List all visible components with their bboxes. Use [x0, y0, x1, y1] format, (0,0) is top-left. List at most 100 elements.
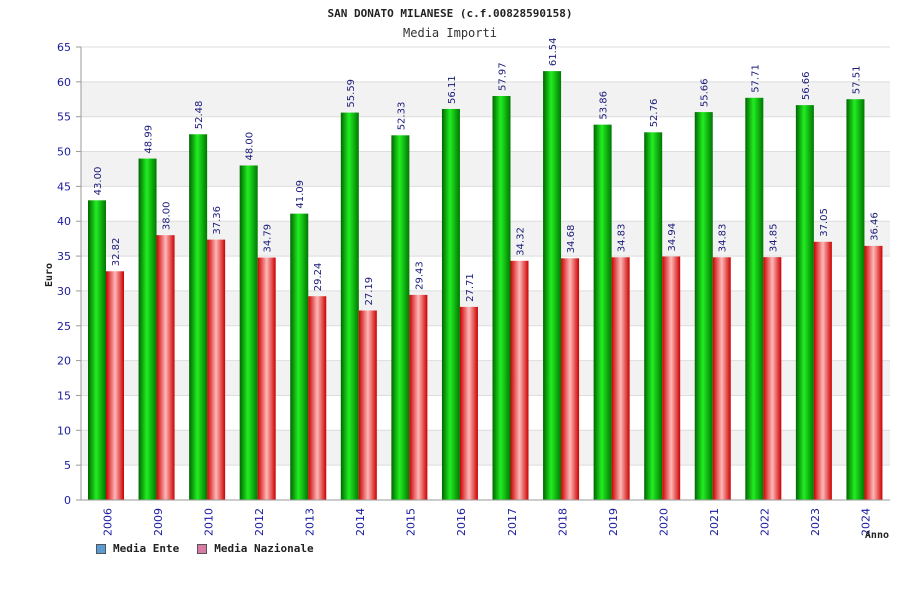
y-tick-label: 40: [57, 215, 71, 228]
x-tick-label: 2016: [455, 508, 468, 536]
x-tick-label: 2022: [759, 508, 772, 536]
bar-media-ente-2022: [745, 97, 764, 500]
x-tick-label: 2019: [607, 508, 620, 536]
bar-media-nazionale-2014: [358, 310, 377, 500]
data-label: 41.09: [295, 180, 306, 209]
bar-media-ente-2010: [189, 134, 208, 501]
data-label: 32.82: [111, 238, 122, 267]
bar-media-nazionale-2020: [662, 256, 681, 500]
legend-swatch-media-ente: [96, 543, 106, 554]
x-tick-label: 2021: [708, 508, 721, 536]
x-tick-label: 2015: [405, 508, 418, 536]
bar-media-nazionale-2019: [611, 257, 630, 500]
x-tick-label: 2010: [202, 508, 215, 536]
data-label: 56.66: [801, 71, 812, 100]
bar-media-ente-2019: [593, 124, 612, 500]
data-label: 55.59: [346, 79, 357, 108]
chart-subtitle: Media Importi: [403, 26, 497, 40]
bar-media-ente-2013: [290, 213, 309, 500]
legend-swatch-media-nazionale: [197, 543, 208, 554]
bar-media-ente-2006: [88, 200, 106, 501]
x-tick-label: 2006: [101, 508, 114, 536]
bar-media-nazionale-2016: [459, 306, 478, 500]
data-label: 52.76: [649, 99, 660, 128]
data-label: 56.11: [447, 75, 458, 104]
y-axis-label: Euro: [44, 263, 55, 287]
data-label: 27.19: [364, 277, 375, 306]
bar-media-nazionale-2010: [207, 239, 226, 501]
bar-media-nazionale-2022: [763, 257, 782, 500]
x-tick-label: 2012: [253, 508, 266, 536]
data-label: 34.85: [768, 223, 779, 252]
data-label: 29.24: [313, 263, 324, 292]
y-tick-label: 30: [57, 285, 71, 298]
y-tick-label: 35: [57, 250, 71, 263]
bar-media-nazionale-2015: [409, 294, 428, 500]
bar-media-nazionale-2009: [156, 235, 175, 500]
data-label: 53.86: [599, 91, 610, 120]
data-label: 37.05: [819, 208, 830, 237]
data-label: 57.97: [498, 62, 509, 91]
bar-media-ente-2017: [492, 95, 511, 501]
data-label: 61.54: [548, 37, 559, 66]
data-label: 38.00: [162, 202, 173, 231]
bar-media-nazionale-2021: [712, 257, 731, 500]
bar-media-ente-2012: [239, 165, 258, 500]
y-tick-label: 65: [57, 41, 71, 54]
bar-media-nazionale-2012: [257, 257, 276, 500]
bar-media-ente-2014: [340, 112, 359, 501]
data-label: 55.66: [700, 78, 711, 107]
bar-media-nazionale-2018: [561, 258, 580, 500]
bar-media-ente-2024: [846, 99, 865, 501]
data-label: 48.99: [144, 125, 155, 154]
x-tick-label: 2024: [860, 508, 873, 536]
bar-media-ente-2021: [694, 112, 713, 500]
data-label: 34.32: [516, 227, 527, 256]
data-label: 57.71: [750, 64, 761, 93]
x-tick-label: 2020: [657, 508, 670, 536]
x-tick-label: 2018: [556, 508, 569, 536]
x-tick-label: 2023: [809, 508, 822, 536]
data-label: 37.36: [212, 206, 223, 235]
y-tick-label: 5: [64, 459, 71, 472]
bar-media-ente-2018: [543, 71, 562, 501]
legend-label-media-ente: Media Ente: [113, 542, 180, 555]
x-tick-label: 2017: [506, 508, 519, 536]
data-label: 34.83: [718, 224, 729, 253]
bar-media-ente-2020: [644, 132, 663, 500]
x-tick-label: 2013: [304, 508, 317, 536]
bar-media-nazionale-2023: [813, 241, 832, 501]
data-label: 27.71: [465, 273, 476, 302]
bars-group: 43.00 32.82 48.99 38.00 52.48 37.36 48.00 34.79…: [88, 37, 883, 501]
data-label: 43.00: [93, 167, 104, 196]
bar-media-nazionale-2017: [510, 260, 529, 500]
bar-media-ente-2023: [795, 105, 814, 500]
x-axis-label: Anno: [865, 530, 889, 541]
data-label: 34.68: [566, 225, 577, 254]
y-tick-label: 50: [57, 146, 71, 159]
data-label: 52.33: [396, 102, 407, 131]
bar-media-ente-2009: [138, 158, 157, 500]
data-label: 48.00: [245, 132, 256, 161]
y-tick-label: 0: [64, 494, 71, 507]
y-axis: 0 5 10 15 20 25 30 35 40 45 50 55 60 65: [57, 41, 82, 507]
x-axis: 2006 2009 2010 2012 2013 2014 2015 2016 2017 2018…: [81, 499, 890, 536]
y-tick-label: 20: [57, 355, 71, 368]
data-label: 52.48: [194, 101, 205, 130]
bar-media-nazionale-2006: [106, 271, 124, 500]
y-tick-label: 10: [57, 424, 71, 437]
y-tick-label: 55: [57, 111, 71, 124]
y-tick-label: 25: [57, 320, 71, 333]
data-label: 36.46: [869, 212, 880, 241]
legend-item-media-nazionale: Media Nazionale: [197, 542, 314, 555]
y-tick-label: 45: [57, 180, 71, 193]
legend-label-media-nazionale: Media Nazionale: [214, 542, 314, 555]
data-label: 34.83: [617, 224, 628, 253]
bar-media-ente-2016: [441, 108, 460, 501]
legend: Media Ente Media Nazionale: [96, 542, 314, 555]
chart-title: SAN DONATO MILANESE (c.f.00828590158): [327, 7, 572, 20]
y-tick-label: 15: [57, 389, 71, 402]
bar-media-nazionale-2013: [308, 296, 327, 500]
bar-media-ente-2015: [391, 135, 410, 500]
